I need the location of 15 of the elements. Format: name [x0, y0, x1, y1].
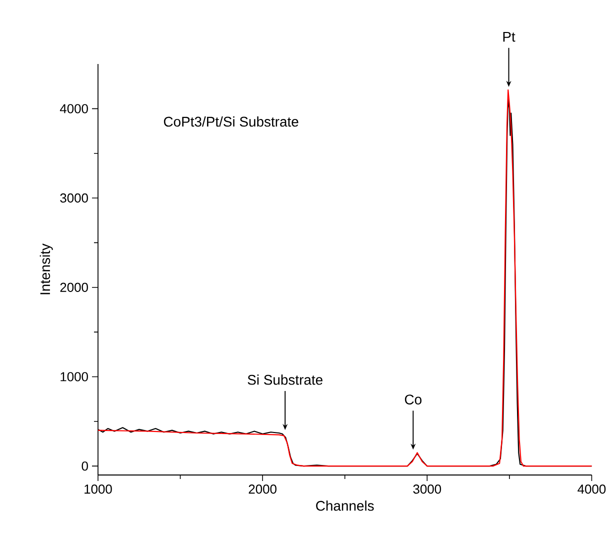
annotation: CoPt3/Pt/Si Substrate — [164, 116, 298, 127]
x-tick-label: 1000 — [84, 484, 112, 494]
annotation: Co — [404, 394, 422, 404]
x-tick-label: 2000 — [248, 484, 276, 494]
x-tick-label: 4000 — [578, 484, 606, 494]
y-tick-label: 0 — [82, 461, 88, 471]
y-axis-title: Intensity — [40, 244, 53, 294]
y-tick-label: 4000 — [60, 104, 88, 114]
y-tick-label: 2000 — [60, 282, 88, 292]
annotation: Si Substrate — [248, 374, 322, 385]
y-tick-label: 3000 — [60, 193, 88, 203]
y-tick-label: 1000 — [60, 372, 88, 382]
annotation: Pt — [503, 32, 516, 42]
x-axis-title: Channels — [316, 500, 374, 511]
x-tick-label: 3000 — [413, 484, 442, 494]
